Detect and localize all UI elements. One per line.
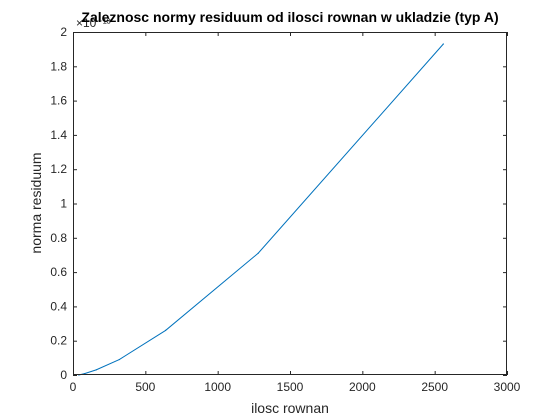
x-tick-label: 3000 — [494, 380, 521, 394]
series-layer — [78, 43, 444, 376]
chart-title: Zaleznosc normy residuum od ilosci rowna… — [81, 9, 498, 25]
y-tick-label: 1.8 — [50, 59, 67, 73]
y-exponent-label: ×10⁻¹³ — [76, 16, 111, 30]
y-tick-label: 1 — [60, 197, 67, 211]
x-tick-label: 0 — [70, 380, 77, 394]
x-tick-label: 500 — [135, 380, 155, 394]
x-tick-label: 1500 — [277, 380, 304, 394]
data-point — [442, 43, 444, 45]
y-tick-label: 0 — [60, 368, 67, 382]
y-tick-label: 0.4 — [50, 299, 67, 313]
y-tick-label: 0.2 — [50, 334, 67, 348]
data-point — [164, 329, 167, 332]
y-tick-label: 2 — [60, 25, 67, 39]
ticks-layer: 0 500 1000 1500 2000 2500 3000 0 0.2 0.4 0.6 0.8 1 1.… — [50, 25, 520, 394]
x-tick-label: 1000 — [204, 380, 231, 394]
x-tick-label: 2500 — [421, 380, 448, 394]
data-point — [83, 373, 86, 375]
x-tick-label: 2000 — [349, 380, 376, 394]
data-point — [118, 358, 120, 361]
y-tick-label: 1.6 — [50, 94, 67, 108]
y-tick-label: 0.8 — [50, 231, 67, 245]
data-point — [95, 369, 97, 371]
data-point — [257, 252, 259, 254]
y-tick-label: 1.2 — [50, 162, 67, 176]
x-axis-label: ilosc rownan — [251, 400, 329, 416]
y-tick-label: 0.6 — [50, 265, 67, 279]
plot-area — [73, 32, 507, 375]
y-axis-label: norma residuum — [28, 152, 44, 253]
y-tick-label: 1.4 — [50, 128, 67, 142]
